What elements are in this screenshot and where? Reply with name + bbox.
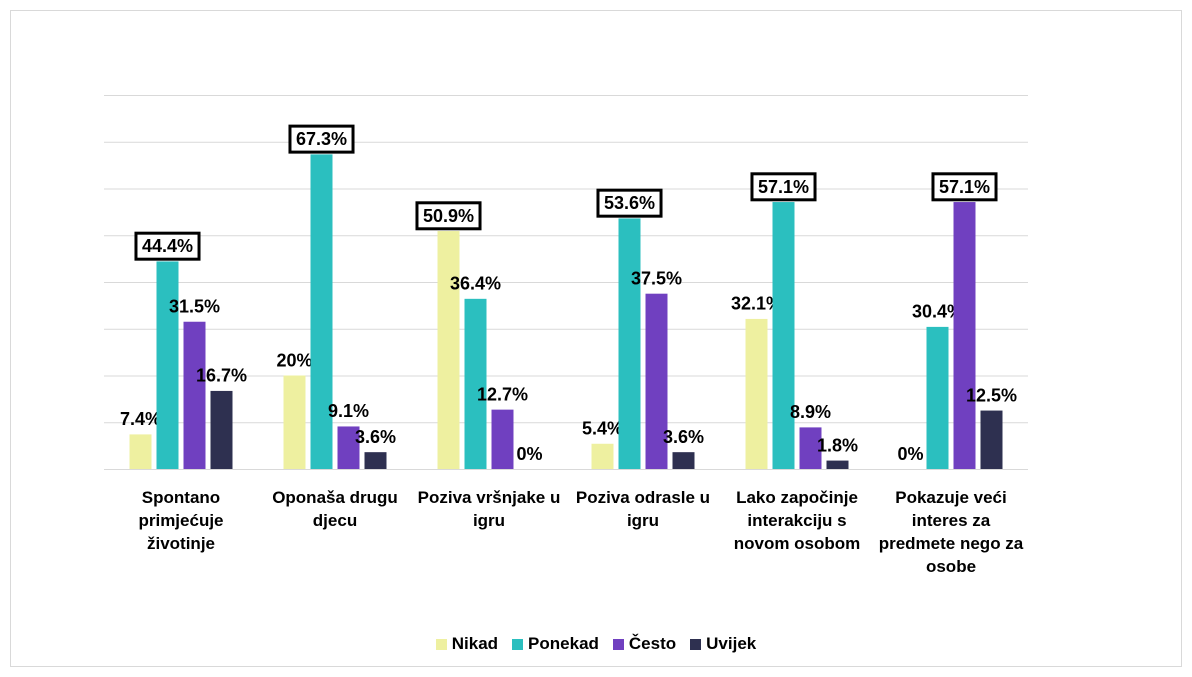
- legend-label: Često: [628, 634, 677, 653]
- bar: [591, 443, 614, 469]
- data-label: 3.6%: [355, 427, 396, 447]
- data-label-box: [134, 231, 201, 261]
- data-label: 12.7%: [477, 384, 528, 404]
- data-label: 36.4%: [450, 274, 501, 294]
- data-label: 0%: [516, 444, 542, 464]
- bar: [283, 375, 306, 469]
- legend-label: Uvijek: [706, 634, 757, 653]
- data-label: 8.9%: [790, 402, 831, 422]
- legend-label: Nikad: [451, 634, 499, 653]
- bar: [183, 321, 206, 469]
- data-label: 3.6%: [663, 427, 704, 447]
- data-label-box: [288, 124, 355, 154]
- x-tick-label: Poziva odrasle u igru: [575, 488, 711, 530]
- legend-swatch: [435, 638, 447, 650]
- bar: [156, 261, 179, 469]
- legend-swatch: [690, 638, 702, 650]
- data-label-box: [750, 172, 817, 202]
- bar: [337, 426, 360, 469]
- bar: [826, 460, 849, 469]
- data-label: 37.5%: [631, 268, 682, 288]
- data-label: 57.1%: [939, 177, 990, 197]
- bar: [618, 218, 641, 469]
- data-label: 12.5%: [966, 385, 1017, 405]
- legend-item: Uvijek: [690, 634, 756, 654]
- x-tick-label: Pokazuje veći interes za predmete nego z…: [878, 488, 1024, 576]
- data-label-box: [415, 201, 482, 231]
- bar: [745, 318, 768, 469]
- chart-border: [10, 10, 1182, 667]
- data-label: 1.8%: [817, 435, 858, 455]
- data-label: 7.4%: [120, 409, 161, 429]
- data-label: 16.7%: [196, 366, 247, 386]
- data-label-box: [596, 188, 663, 218]
- data-label: 67.3%: [296, 129, 347, 149]
- data-label: 44.4%: [142, 236, 193, 256]
- x-tick-label: Oponaša drugu djecu: [272, 488, 398, 530]
- bar: [210, 390, 233, 469]
- legend-item: Ponekad: [512, 634, 599, 654]
- bar: [491, 409, 514, 469]
- data-label: 57.1%: [758, 177, 809, 197]
- bar: [772, 202, 795, 469]
- data-label: 5.4%: [582, 419, 623, 439]
- bar: [437, 231, 460, 469]
- legend-item: Često: [612, 634, 677, 654]
- bar: [672, 452, 695, 469]
- data-label: 32.1%: [731, 294, 782, 314]
- x-tick-label: Poziva vršnjake u igru: [417, 488, 561, 530]
- data-label: 30.4%: [912, 302, 963, 322]
- legend: Nikad Ponekad Često Uvijek: [0, 634, 1192, 654]
- bar: [980, 410, 1003, 469]
- data-label: 9.1%: [328, 401, 369, 421]
- data-label-box: [931, 172, 998, 202]
- data-label: 31.5%: [169, 296, 220, 316]
- x-tick-label: Spontano primjećuje životinje: [138, 488, 224, 553]
- legend-label: Ponekad: [528, 634, 599, 653]
- bar: [799, 427, 822, 469]
- bar: [129, 434, 152, 469]
- data-label: 50.9%: [423, 206, 474, 226]
- bar: [926, 326, 949, 469]
- data-label: 0%: [897, 444, 923, 464]
- legend-swatch: [612, 638, 624, 650]
- legend-swatch: [512, 638, 524, 650]
- data-label: 20%: [276, 350, 312, 370]
- data-label: 53.6%: [604, 193, 655, 213]
- legend-item: Nikad: [435, 634, 499, 654]
- bar: [645, 293, 668, 469]
- bar: [364, 452, 387, 469]
- bar: [310, 154, 333, 469]
- bar: [464, 298, 487, 469]
- x-tick-label: Lako započinje interakciju s novom osobo…: [733, 488, 861, 553]
- bar: [953, 202, 976, 469]
